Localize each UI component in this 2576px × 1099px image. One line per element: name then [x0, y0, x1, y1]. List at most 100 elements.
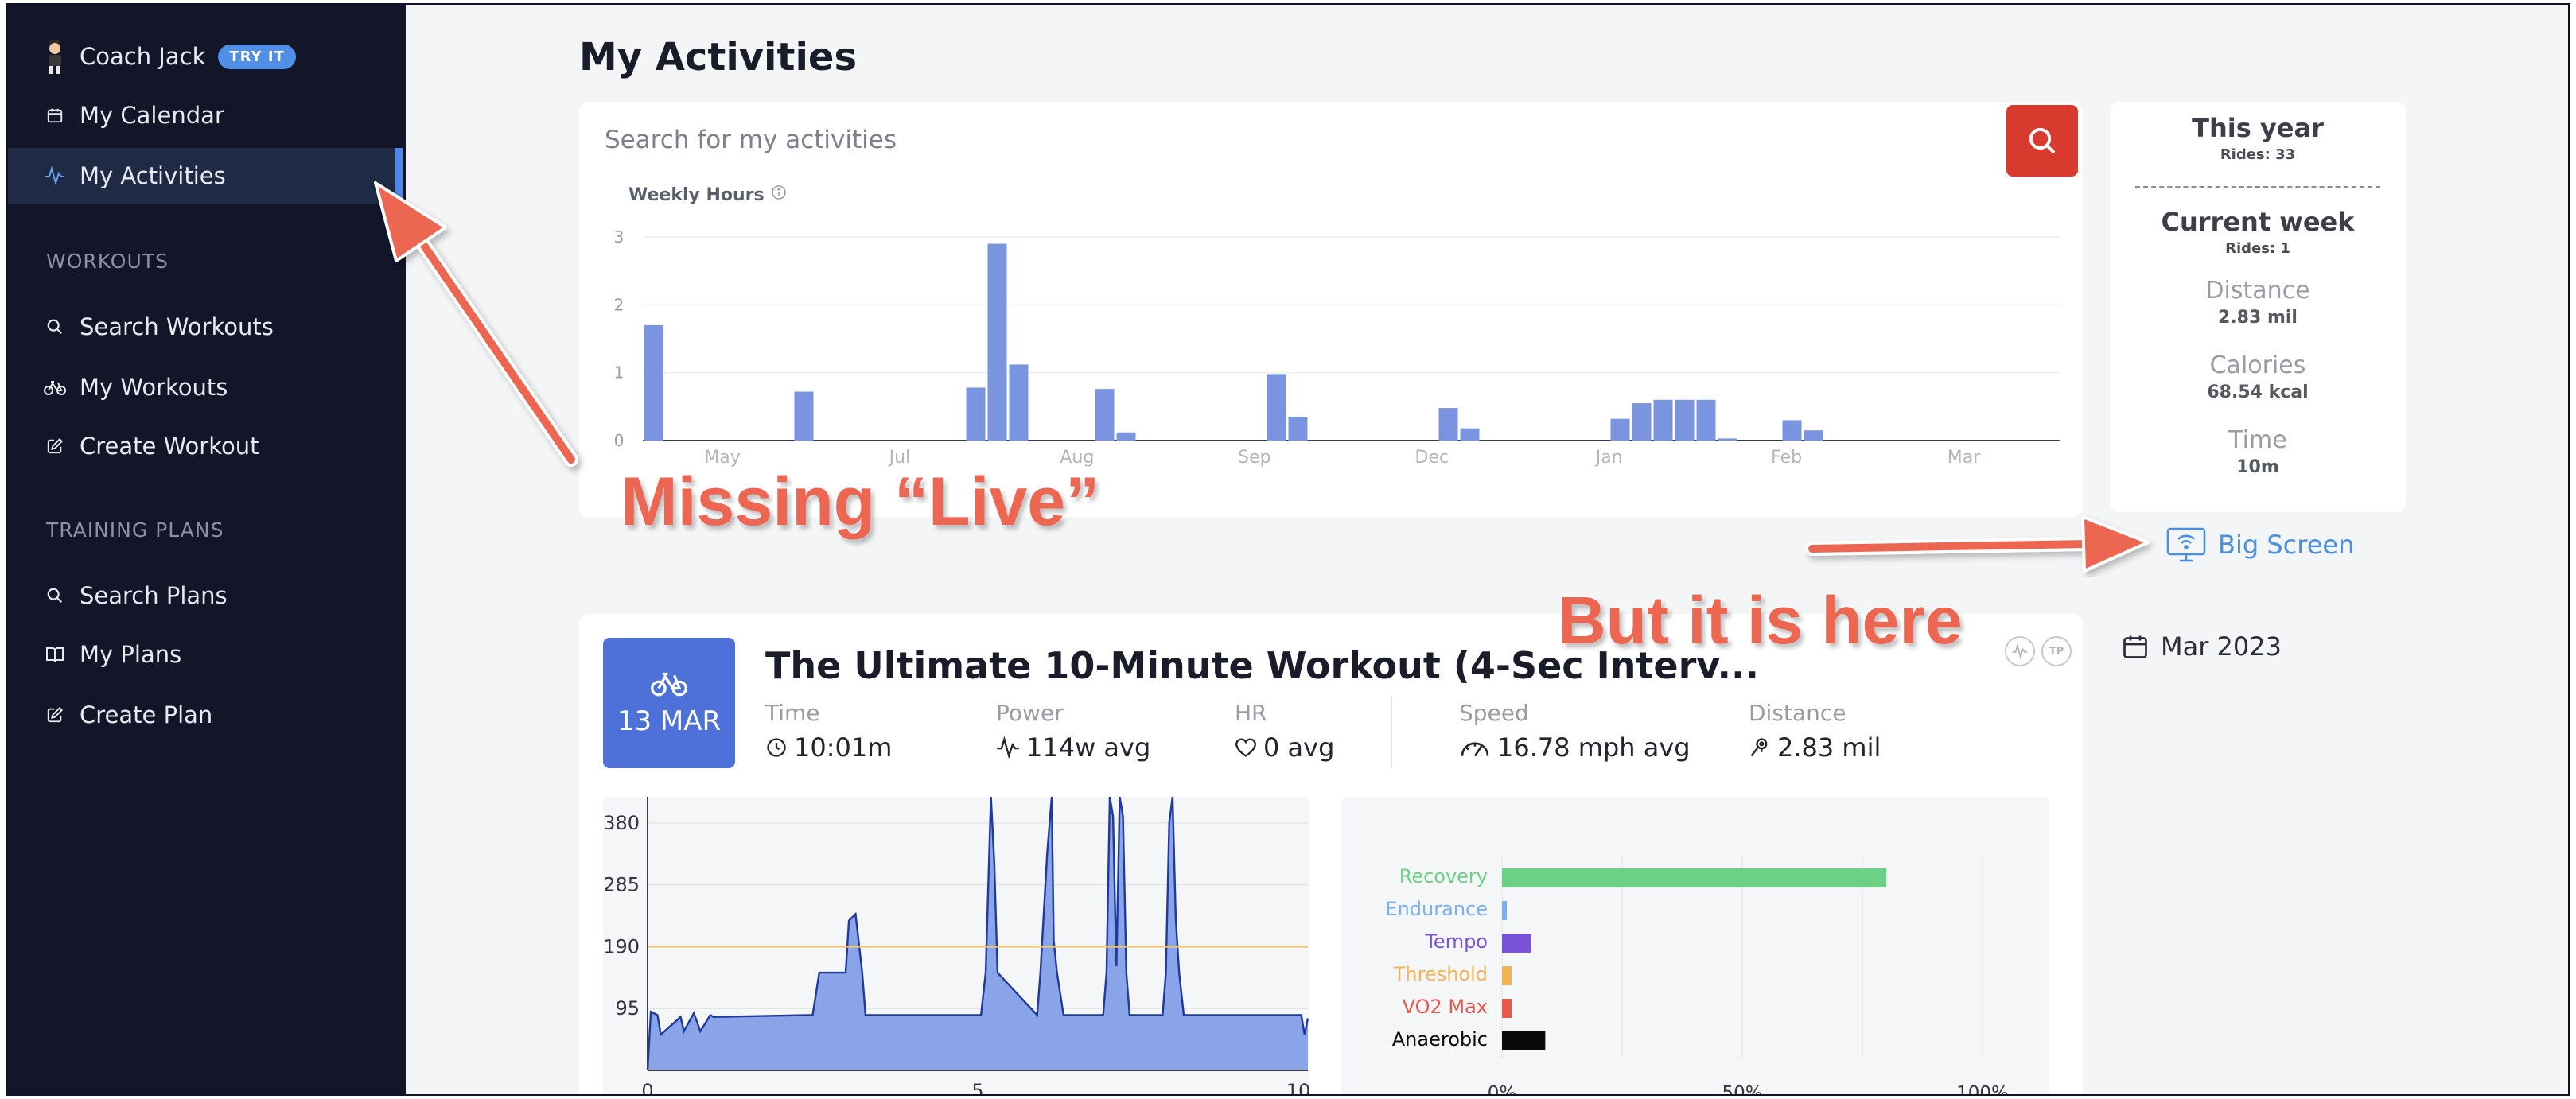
book-icon	[43, 643, 67, 666]
metrics-divider	[1391, 697, 1392, 768]
search-icon	[43, 584, 67, 608]
power-area	[648, 797, 1308, 1070]
x-tick-label: Sep	[1238, 448, 1270, 468]
sidebar-item-label: Search Workouts	[80, 313, 274, 340]
annotation-but-it-is-here: But it is here	[1557, 582, 1964, 659]
big-screen-link[interactable]: Big Screen	[2165, 525, 2354, 565]
section-workouts: WORKOUTS	[46, 250, 169, 273]
x-tick-label: Aug	[1060, 448, 1094, 468]
y-tick-label: 3	[614, 227, 625, 247]
info-icon[interactable]	[771, 184, 787, 205]
weekly-hours-bar	[987, 243, 1007, 441]
sidebar-item-coach-jack[interactable]: Coach Jack TRY IT	[8, 29, 403, 84]
sidebar-item-search-workouts[interactable]: Search Workouts	[8, 299, 403, 355]
x-tick-label: Jan	[1594, 448, 1623, 468]
activity-date: 13 MAR	[617, 705, 722, 737]
sidebar-item-my-plans[interactable]: My Plans	[8, 627, 403, 682]
stat-current-week: Current week Rides: 1	[2110, 207, 2406, 257]
y-tick-label: 2	[614, 295, 625, 314]
x-tick-label: 50%	[1722, 1083, 1762, 1096]
zone-label: Tempo	[1424, 930, 1488, 953]
stats-divider	[2135, 186, 2380, 188]
metric-time-label: Time	[765, 700, 820, 726]
metric-distance: Distance 2.83 mil	[1749, 700, 1881, 763]
search-input[interactable]: Search for my activities	[605, 126, 897, 154]
sidebar-item-my-activities[interactable]: My Activities	[8, 148, 403, 204]
activity-card[interactable]: 13 MAR The Ultimate 10-Minute Workout (4…	[579, 614, 2083, 1096]
weekly-hours-bar	[1009, 364, 1029, 441]
stat-this-year-rides: Rides: 33	[2220, 146, 2296, 163]
x-tick-label: 5	[971, 1080, 983, 1096]
weekly-hours-bar	[1718, 438, 1737, 441]
metric-power-value: 114w avg	[1026, 732, 1151, 763]
weekly-hours-title: Weekly Hours	[628, 184, 765, 205]
sidebar-item-label: My Workouts	[80, 374, 228, 401]
monitor-broadcast-icon	[2166, 527, 2206, 562]
metric-distance-value: 2.83 mil	[1777, 732, 1881, 763]
metric-distance-label: Distance	[1749, 700, 1846, 726]
zone-label: VO2 Max	[1403, 996, 1488, 1018]
clock-icon	[767, 738, 786, 757]
activity-icon	[997, 736, 1019, 759]
weekly-hours-bar	[1610, 418, 1630, 441]
trainingpeaks-badge-icon[interactable]: TP	[2041, 636, 2072, 666]
stat-this-year-title: This year	[2192, 113, 2324, 143]
weekly-hours-bar	[1438, 408, 1458, 441]
calendar-icon	[43, 103, 67, 127]
weekly-hours-bar	[1267, 374, 1286, 441]
edit-icon	[43, 434, 67, 458]
zone-label: Endurance	[1385, 898, 1488, 920]
metric-power-label: Power	[996, 700, 1064, 726]
x-tick-label: May	[704, 448, 740, 468]
stat-distance-value: 2.83 mil	[2218, 308, 2298, 328]
metric-power: Power 114w avg	[996, 700, 1150, 763]
sidebar: Coach Jack TRY IT My Calendar My Activit…	[8, 5, 406, 1094]
weekly-hours-bar	[1782, 420, 1802, 441]
section-training-plans: TRAINING PLANS	[46, 518, 224, 542]
edit-icon	[43, 703, 67, 727]
x-tick-label: 0	[641, 1080, 653, 1096]
metric-time: Time 10:01m	[765, 700, 892, 763]
zone-bar	[1502, 934, 1531, 953]
weekly-hours-bar	[1696, 399, 1716, 441]
activity-title[interactable]: The Ultimate 10-Minute Workout (4-Sec In…	[765, 644, 1759, 687]
zone-distribution-chart: Recovery Endurance Tempo Threshold VO2 Max An…	[1385, 854, 2009, 1096]
speedometer-icon	[1461, 742, 1489, 757]
y-tick-label: 1	[614, 363, 625, 383]
metric-speed-value: 16.78 mph avg	[1497, 732, 1691, 763]
route-icon	[1750, 738, 1768, 757]
stat-current-week-rides: Rides: 1	[2225, 240, 2290, 257]
metric-speed: Speed 16.78 mph avg	[1459, 700, 1691, 763]
weekly-hours-bar	[1095, 389, 1115, 441]
try-it-badge[interactable]: TRY IT	[218, 44, 296, 69]
y-tick-label: 95	[615, 997, 640, 1019]
zone-label: Threshold	[1393, 963, 1488, 985]
x-tick-label: Mar	[1948, 448, 1981, 468]
calendar-icon	[2123, 635, 2147, 658]
sidebar-item-search-plans[interactable]: Search Plans	[8, 568, 403, 623]
sidebar-item-label: My Activities	[80, 162, 226, 189]
big-screen-label: Big Screen	[2218, 530, 2355, 560]
coach-avatar-icon	[43, 40, 67, 74]
y-tick-label: 190	[603, 935, 640, 957]
x-tick-label: Feb	[1771, 448, 1802, 468]
sidebar-item-create-workout[interactable]: Create Workout	[8, 418, 403, 474]
zone-label: Recovery	[1399, 865, 1488, 887]
stat-this-year: This year Rides: 33	[2110, 113, 2406, 163]
sidebar-item-label: My Plans	[80, 641, 182, 668]
stat-time: Time 10m	[2110, 426, 2406, 477]
sidebar-item-my-workouts[interactable]: My Workouts	[8, 359, 403, 415]
sidebar-item-my-calendar[interactable]: My Calendar	[8, 87, 403, 143]
month-label: Mar 2023	[2161, 631, 2282, 662]
strava-badge-icon[interactable]	[2005, 636, 2035, 666]
bike-icon	[43, 375, 67, 399]
app-window: Coach Jack TRY IT My Calendar My Activit…	[6, 3, 2570, 1096]
x-tick-label: 10	[1286, 1080, 1309, 1096]
x-tick-label: Jul	[888, 448, 911, 468]
search-button[interactable]	[2006, 105, 2078, 177]
page-title: My Activities	[579, 35, 858, 80]
sidebar-item-create-plan[interactable]: Create Plan	[8, 687, 403, 743]
metric-speed-label: Speed	[1459, 700, 1529, 726]
metric-hr-label: HR	[1235, 700, 1267, 726]
